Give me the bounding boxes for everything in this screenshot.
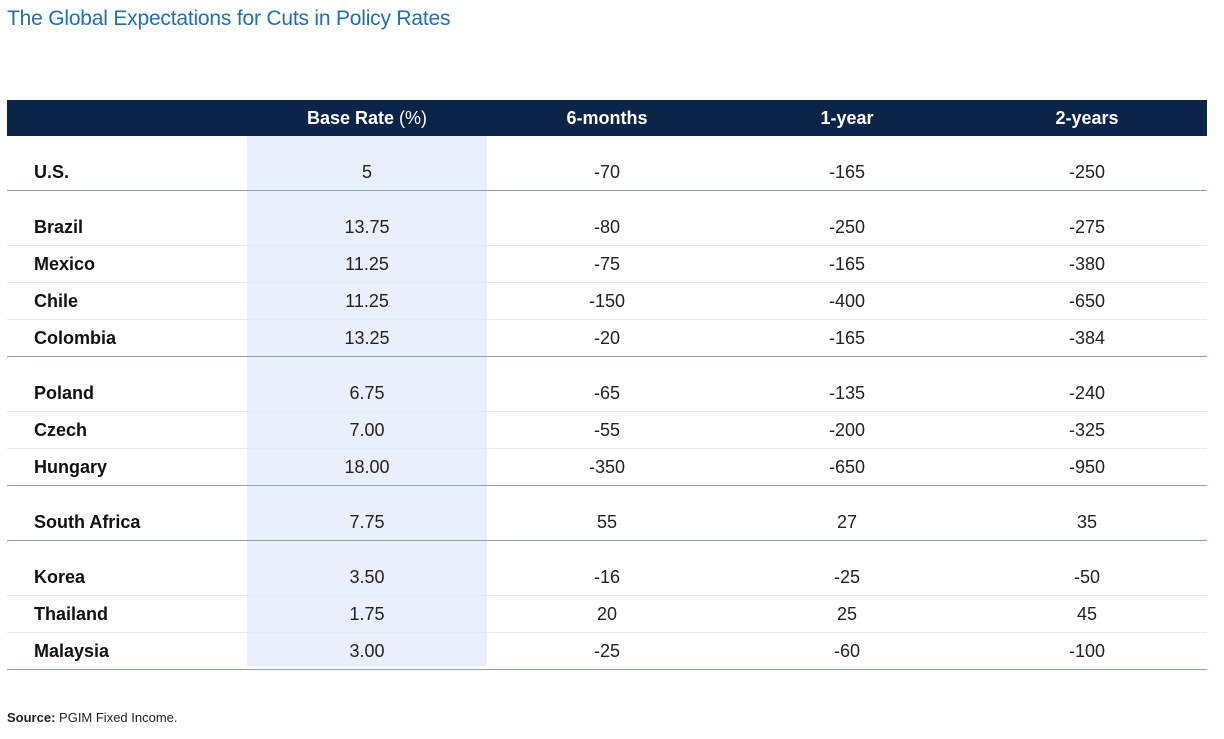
two-years-cell: -50 [1073, 566, 1100, 587]
six-months-cell: -25 [593, 640, 620, 661]
one-year-cell: -165 [828, 161, 866, 182]
one-year-cell: -200 [828, 419, 866, 440]
table-row: Chile 11.25 -150 -400 -650 [7, 283, 1207, 320]
row-group: Korea 3.50 -16 -25 -50 Thailand 1.75 20 25 45 Mala… [7, 541, 1207, 670]
six-months-cell: -65 [593, 382, 620, 403]
table-row: Thailand 1.75 20 25 45 [7, 596, 1207, 633]
header-base-rate: Base Rate (%) [247, 108, 487, 129]
row-group: South Africa 7.75 55 27 35 [7, 486, 1207, 541]
two-years-cell: -325 [1068, 419, 1106, 440]
base-rate-cell: 5 [361, 161, 372, 182]
six-months-cell: 55 [596, 511, 618, 532]
table-row: Malaysia 3.00 -25 -60 -100 [7, 633, 1207, 669]
two-years-cell: -650 [1068, 290, 1106, 311]
table-row: U.S. 5 -70 -165 -250 [7, 154, 1207, 190]
six-months-cell: -350 [588, 456, 626, 477]
six-months-cell: 20 [596, 603, 618, 624]
six-months-cell: -55 [593, 419, 620, 440]
country-cell: U.S. [34, 161, 70, 182]
two-years-cell: -384 [1068, 327, 1106, 348]
two-years-cell: -100 [1068, 640, 1106, 661]
base-rate-cell: 7.00 [349, 419, 385, 440]
country-cell: Hungary [34, 456, 108, 477]
one-year-cell: -165 [828, 253, 866, 274]
base-rate-cell: 3.00 [349, 640, 385, 661]
page-title: The Global Expectations for Cuts in Poli… [7, 7, 451, 30]
source-text: PGIM Fixed Income. [59, 710, 178, 725]
base-rate-cell: 11.25 [345, 253, 389, 274]
six-months-cell: -150 [588, 290, 626, 311]
base-rate-cell: 13.25 [344, 327, 390, 348]
base-rate-cell: 3.50 [349, 566, 385, 587]
table-row: South Africa 7.75 55 27 35 [7, 504, 1207, 540]
country-cell: Korea [34, 566, 86, 587]
table-row: Mexico 11.25 -75 -165 -380 [7, 246, 1207, 283]
base-rate-cell: 11.25 [345, 290, 389, 311]
six-months-cell: -70 [593, 161, 620, 182]
country-cell: Colombia [34, 327, 117, 348]
header-6-months: 6-months [566, 107, 648, 128]
row-group: Poland 6.75 -65 -135 -240 Czech 7.00 -55 -200 -32… [7, 357, 1207, 486]
one-year-cell: -25 [833, 566, 860, 587]
base-rate-cell: 18.00 [344, 456, 390, 477]
table-row: Hungary 18.00 -350 -650 -950 [7, 449, 1207, 485]
country-cell: South Africa [34, 511, 141, 532]
one-year-cell: -250 [828, 216, 866, 237]
two-years-cell: 35 [1076, 511, 1098, 532]
one-year-cell: -165 [828, 327, 866, 348]
header-base-rate-label: Base Rate [306, 107, 395, 128]
one-year-cell: -135 [828, 382, 866, 403]
base-rate-column-highlight [247, 136, 487, 666]
six-months-cell: -16 [593, 566, 620, 587]
two-years-cell: -950 [1068, 456, 1106, 477]
table-row: Korea 3.50 -16 -25 -50 [7, 559, 1207, 596]
country-cell: Czech [34, 419, 88, 440]
two-years-cell: 45 [1076, 603, 1098, 624]
row-group: U.S. 5 -70 -165 -250 [7, 136, 1207, 191]
country-cell: Mexico [34, 253, 96, 274]
one-year-cell: 25 [836, 603, 858, 624]
two-years-cell: -380 [1068, 253, 1106, 274]
row-group: Brazil 13.75 -80 -250 -275 Mexico 11.25 -75 -165… [7, 191, 1207, 357]
country-cell: Poland [34, 382, 95, 403]
base-rate-cell: 1.75 [349, 603, 385, 624]
two-years-cell: -275 [1068, 216, 1106, 237]
one-year-cell: 27 [836, 511, 858, 532]
country-cell: Brazil [34, 216, 84, 237]
country-cell: Thailand [34, 603, 109, 624]
header-base-rate-unit: (%) [399, 107, 428, 128]
country-cell: Chile [34, 290, 79, 311]
country-cell: Malaysia [34, 640, 110, 661]
table-body: U.S. 5 -70 -165 -250 Brazil 13.75 -80 -250 -275 Me… [7, 136, 1207, 670]
base-rate-cell: 6.75 [349, 382, 385, 403]
table-header: Base Rate (%) 6-months 1-year 2-years [7, 100, 1207, 136]
one-year-cell: -400 [828, 290, 866, 311]
base-rate-cell: 13.75 [344, 216, 390, 237]
six-months-cell: -80 [593, 216, 620, 237]
table-row: Brazil 13.75 -80 -250 -275 [7, 209, 1207, 246]
source-label: Source: [7, 710, 56, 725]
header-2-years: 2-years [1055, 107, 1119, 128]
source-note: Source: PGIM Fixed Income. [7, 710, 178, 725]
table-row: Poland 6.75 -65 -135 -240 [7, 375, 1207, 412]
two-years-cell: -250 [1068, 161, 1106, 182]
two-years-cell: -240 [1068, 382, 1106, 403]
policy-rate-table: Base Rate (%) 6-months 1-year 2-years U.… [7, 100, 1207, 670]
one-year-cell: -650 [828, 456, 866, 477]
base-rate-cell: 7.75 [349, 511, 385, 532]
table-row: Colombia 13.25 -20 -165 -384 [7, 320, 1207, 356]
one-year-cell: -60 [833, 640, 860, 661]
six-months-cell: -20 [593, 327, 620, 348]
table-row: Czech 7.00 -55 -200 -325 [7, 412, 1207, 449]
six-months-cell: -75 [593, 253, 620, 274]
header-1-year: 1-year [820, 107, 874, 128]
